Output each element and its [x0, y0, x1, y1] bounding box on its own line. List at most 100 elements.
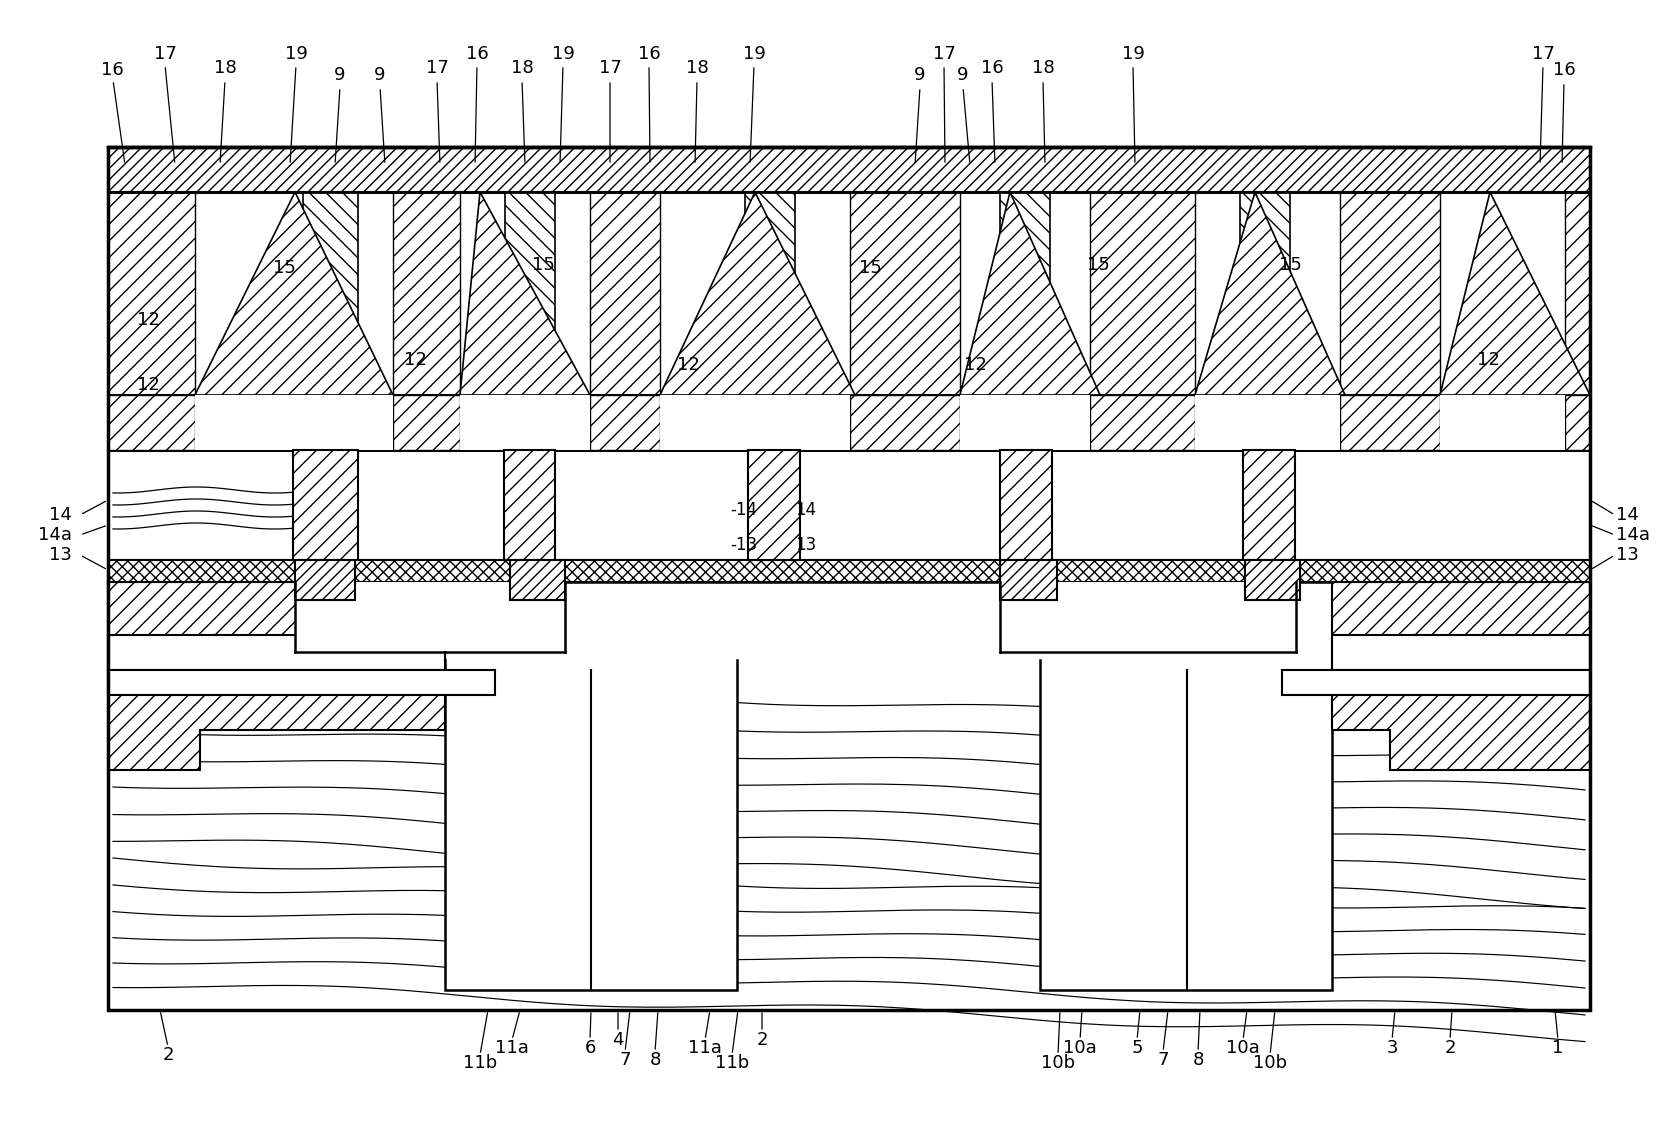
- Text: 11b: 11b: [715, 1054, 750, 1072]
- Bar: [195, 395, 392, 450]
- Bar: [109, 635, 444, 670]
- Text: -13: -13: [730, 536, 757, 554]
- Text: 18: 18: [686, 59, 708, 77]
- Bar: [660, 192, 850, 395]
- Text: 16: 16: [100, 61, 124, 79]
- Text: 16: 16: [638, 46, 660, 63]
- Bar: [1246, 560, 1299, 600]
- Bar: [1196, 395, 1339, 450]
- Bar: [1091, 395, 1196, 450]
- Text: 2: 2: [1445, 1039, 1456, 1057]
- Polygon shape: [109, 582, 444, 770]
- Bar: [1339, 395, 1440, 450]
- Text: 19: 19: [551, 46, 574, 63]
- Text: 15: 15: [1087, 256, 1109, 274]
- Text: 14a: 14a: [38, 526, 72, 544]
- Text: 10a: 10a: [1226, 1039, 1259, 1057]
- Bar: [1565, 192, 1590, 395]
- Bar: [1440, 192, 1565, 395]
- Bar: [960, 395, 1091, 450]
- Bar: [1283, 670, 1590, 695]
- Text: 12: 12: [964, 356, 987, 374]
- Polygon shape: [960, 192, 1101, 395]
- Bar: [392, 192, 459, 395]
- Polygon shape: [1333, 582, 1590, 770]
- Polygon shape: [459, 192, 590, 395]
- Text: 12: 12: [137, 376, 159, 394]
- Text: 9: 9: [957, 66, 969, 84]
- Bar: [459, 192, 590, 395]
- Bar: [459, 395, 590, 450]
- Polygon shape: [195, 192, 392, 395]
- Text: 5: 5: [1131, 1039, 1142, 1057]
- Bar: [1333, 635, 1590, 670]
- Bar: [1440, 395, 1565, 450]
- Text: 11a: 11a: [494, 1039, 529, 1057]
- Text: 17: 17: [154, 46, 177, 63]
- Bar: [850, 192, 960, 395]
- Text: 10b: 10b: [1040, 1054, 1075, 1072]
- Polygon shape: [1196, 192, 1344, 395]
- Bar: [1000, 192, 1050, 395]
- Bar: [109, 560, 1590, 582]
- Bar: [109, 192, 1590, 395]
- Text: 16: 16: [980, 59, 1004, 77]
- Bar: [1241, 192, 1289, 395]
- Text: 11a: 11a: [688, 1039, 721, 1057]
- Text: 9: 9: [334, 66, 346, 84]
- Text: 8: 8: [650, 1052, 661, 1069]
- Text: 18: 18: [511, 59, 533, 77]
- Text: 16: 16: [1553, 61, 1575, 79]
- Text: 7: 7: [1157, 1052, 1169, 1069]
- Bar: [1339, 192, 1440, 395]
- Text: 19: 19: [743, 46, 765, 63]
- Text: 15: 15: [272, 259, 296, 277]
- Bar: [444, 660, 736, 990]
- Polygon shape: [109, 582, 296, 681]
- Text: 13: 13: [1617, 546, 1638, 564]
- Text: 12: 12: [404, 351, 426, 369]
- Text: 18: 18: [1032, 59, 1054, 77]
- Text: 14: 14: [1617, 506, 1638, 523]
- Text: 10b: 10b: [1252, 1054, 1288, 1072]
- Bar: [1091, 192, 1196, 395]
- Text: 15: 15: [858, 259, 882, 277]
- Text: 15: 15: [531, 256, 554, 274]
- Text: 17: 17: [1531, 46, 1555, 63]
- Bar: [660, 395, 850, 450]
- Text: 12: 12: [1476, 351, 1500, 369]
- Bar: [590, 395, 660, 450]
- Text: 1: 1: [1553, 1039, 1563, 1057]
- Text: 9: 9: [374, 66, 386, 84]
- Bar: [109, 147, 1590, 192]
- Bar: [509, 560, 564, 600]
- Bar: [109, 450, 1590, 560]
- Text: 11b: 11b: [463, 1054, 498, 1072]
- Text: 2: 2: [162, 1046, 174, 1064]
- Bar: [109, 147, 1590, 1011]
- Bar: [748, 450, 800, 560]
- Text: 14a: 14a: [1617, 526, 1650, 544]
- Text: 2: 2: [757, 1031, 768, 1049]
- Bar: [1000, 560, 1057, 600]
- Text: 17: 17: [932, 46, 955, 63]
- Text: 13: 13: [48, 546, 72, 564]
- Bar: [392, 395, 459, 450]
- Bar: [302, 192, 357, 395]
- Text: 16: 16: [466, 46, 488, 63]
- Bar: [292, 450, 357, 560]
- Text: 3: 3: [1386, 1039, 1398, 1057]
- Bar: [109, 395, 1590, 450]
- Text: 13: 13: [795, 536, 817, 554]
- Text: 17: 17: [426, 59, 449, 77]
- Bar: [109, 395, 1590, 450]
- Bar: [590, 192, 660, 395]
- Text: -14: -14: [730, 501, 757, 519]
- Bar: [1000, 582, 1294, 651]
- Bar: [504, 450, 554, 560]
- Bar: [745, 192, 795, 395]
- Polygon shape: [109, 147, 1590, 395]
- Bar: [850, 395, 960, 450]
- Text: 8: 8: [1192, 1052, 1204, 1069]
- Bar: [109, 670, 494, 695]
